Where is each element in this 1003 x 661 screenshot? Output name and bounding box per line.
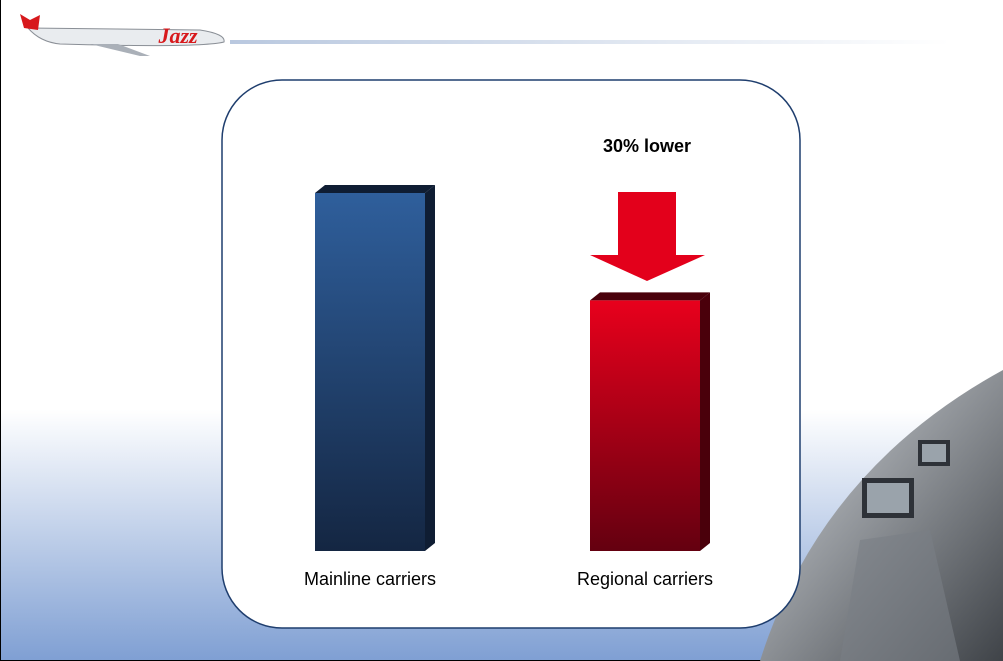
header-rule [230,40,950,44]
bar-top [315,185,435,193]
x-tick-label: Mainline carriers [304,569,436,589]
arrow [590,192,705,281]
bar-side [700,292,710,551]
chart-panel [221,79,801,629]
bar [315,193,425,551]
bar-side [425,185,435,551]
logo: Jazz [20,14,225,56]
bar-top [590,292,710,301]
bar [590,300,700,551]
annotation: 30% lower [603,136,691,156]
x-tick-label: Regional carriers [577,569,713,589]
cabin-photo [760,370,1003,661]
logo-text: Jazz [157,23,198,48]
